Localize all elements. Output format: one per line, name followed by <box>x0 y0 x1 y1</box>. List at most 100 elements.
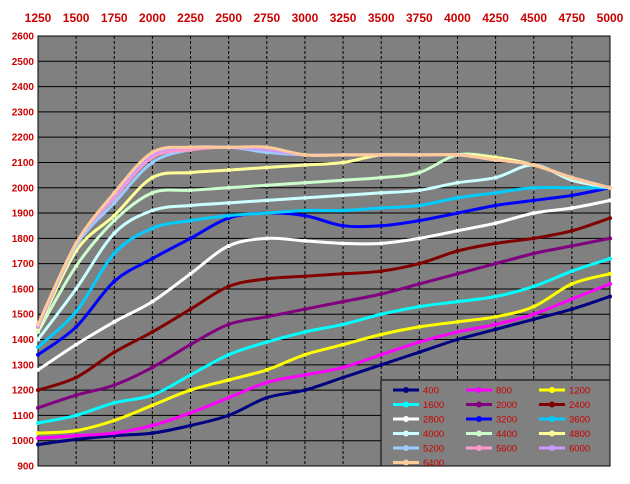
legend-item-1200: 1200 <box>539 386 590 397</box>
series-800 <box>36 281 612 441</box>
y-tick-label: 2500 <box>12 57 35 68</box>
data-point <box>188 342 193 347</box>
series-2000 <box>36 236 612 410</box>
x-tick-label: 1500 <box>63 11 90 25</box>
data-point <box>379 152 384 157</box>
data-point <box>569 206 574 210</box>
series-3600 <box>36 185 612 350</box>
series-6400 <box>36 145 612 327</box>
data-point <box>302 180 307 185</box>
x-tick-label: 2000 <box>139 11 166 25</box>
data-point <box>531 304 536 309</box>
data-point <box>112 319 117 324</box>
data-point <box>264 380 269 385</box>
data-point <box>493 314 498 319</box>
data-point <box>379 362 384 367</box>
legend-label: 800 <box>496 386 512 397</box>
data-point <box>417 281 422 286</box>
data-point <box>455 271 460 276</box>
data-point <box>341 160 346 165</box>
legend-label: 5200 <box>423 444 444 455</box>
series-line-4000 <box>36 163 612 341</box>
data-point <box>531 185 536 190</box>
y-tick-label: 1200 <box>12 386 35 397</box>
data-point <box>379 292 384 296</box>
data-point <box>226 413 231 418</box>
data-point <box>493 241 498 246</box>
data-point <box>226 145 231 150</box>
data-point <box>74 286 79 291</box>
series-2800 <box>36 198 612 372</box>
data-point <box>36 352 40 357</box>
data-point <box>608 256 612 261</box>
data-point <box>74 413 79 418</box>
x-tick-label: 4000 <box>444 11 471 25</box>
legend-marker <box>403 430 409 437</box>
data-point <box>112 218 117 223</box>
data-point <box>74 437 79 442</box>
data-point <box>112 190 117 195</box>
data-point <box>302 329 307 334</box>
data-point <box>531 284 536 289</box>
y-tick-label: 1100 <box>12 411 34 422</box>
data-point <box>379 223 384 228</box>
y-tick-label: 2600 <box>12 32 35 43</box>
data-point <box>341 208 346 213</box>
data-point <box>264 340 269 345</box>
data-point <box>74 264 79 269</box>
data-point <box>150 190 155 195</box>
data-point <box>302 307 307 312</box>
data-point <box>341 299 346 304</box>
data-point <box>74 324 79 329</box>
legend-item-3200: 3200 <box>466 415 517 426</box>
data-point <box>302 274 307 279</box>
series-line-2400 <box>36 216 612 392</box>
data-point <box>264 395 269 400</box>
data-point <box>455 337 460 342</box>
data-point <box>417 170 422 175</box>
series-1600 <box>36 256 612 425</box>
series-line-6400 <box>36 145 612 326</box>
data-point <box>569 307 574 312</box>
legend-marker <box>403 459 409 466</box>
data-point <box>36 388 40 393</box>
data-point <box>417 304 422 309</box>
legend-item-2000: 2000 <box>466 400 517 411</box>
data-point <box>188 236 193 241</box>
x-tick-label: 4250 <box>482 11 509 25</box>
legend-marker <box>403 401 409 408</box>
legend-item-800: 800 <box>466 386 512 397</box>
data-point <box>150 329 155 334</box>
data-point <box>417 188 422 193</box>
legend-marker <box>476 416 482 422</box>
data-point <box>417 324 422 329</box>
data-point <box>302 208 307 213</box>
data-point <box>417 350 422 355</box>
data-point <box>341 342 346 347</box>
data-point <box>74 375 79 380</box>
data-point <box>302 152 307 157</box>
legend-label: 4800 <box>569 429 590 440</box>
data-point <box>74 428 79 433</box>
legend-item-2800: 2800 <box>393 415 444 426</box>
series-line-1200 <box>36 272 612 435</box>
legend-item-4000: 4000 <box>393 429 444 440</box>
data-point <box>531 236 536 241</box>
data-point <box>264 314 269 319</box>
data-point <box>264 236 269 241</box>
data-point <box>150 365 155 370</box>
data-point <box>188 145 193 150</box>
y-tick-label: 1500 <box>12 310 35 321</box>
data-point <box>608 216 612 221</box>
x-tick-label: 1250 <box>25 11 52 25</box>
data-point <box>112 350 117 355</box>
data-point <box>341 365 346 370</box>
data-point <box>417 152 422 157</box>
data-point <box>188 307 193 312</box>
y-tick-label: 2200 <box>12 133 35 144</box>
data-point <box>608 236 612 241</box>
legend-item-2400: 2400 <box>539 400 590 411</box>
series-400 <box>36 294 612 447</box>
